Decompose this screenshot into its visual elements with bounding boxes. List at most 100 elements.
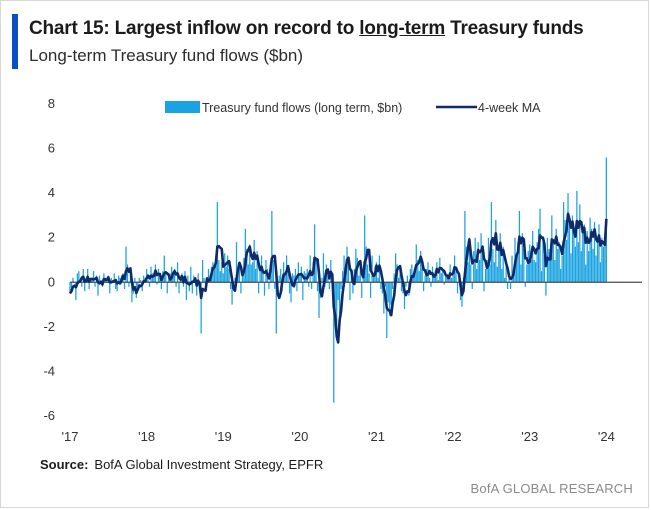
flow-bar [367,264,369,283]
flow-bar [297,262,300,283]
flow-bar [384,282,386,287]
flow-bar [252,262,254,283]
flow-bar [188,282,190,292]
flow-bar [440,273,442,283]
flow-bar [455,266,457,283]
x-tick-label: '21 [368,429,385,444]
flow-bar [557,248,559,283]
flow-bar [377,277,379,283]
flow-bar [368,273,370,283]
flow-bar [218,260,220,283]
flow-bar [311,282,313,289]
flow-bar [530,260,532,283]
flow-bar [215,257,217,283]
source-note: Source: BofA Global Investment Strategy, … [40,457,323,472]
flow-bar [560,268,562,283]
flow-bar [533,260,535,283]
flow-bar [88,282,90,289]
flow-bar [308,282,310,287]
flow-bar [420,251,422,283]
flow-bar [536,242,538,283]
flow-bar [520,264,522,283]
flow-bar [521,233,523,283]
flow-bar [119,277,121,283]
flow-bar [341,271,344,283]
flow-bar [486,260,488,283]
flow-bar [502,246,504,283]
flow-bar [358,275,360,283]
flow-bar [489,264,491,283]
flow-bar [515,255,518,283]
flow-bar [153,277,155,283]
legend-ma-label: 4-week MA [478,101,541,115]
flow-bar [159,277,161,283]
flow-bar [552,242,554,283]
flow-bar [322,253,325,283]
flow-bar [235,242,238,283]
flow-bar [452,271,454,283]
flow-bar [187,275,189,283]
flow-bar [601,237,603,283]
flow-bar [316,282,319,292]
flow-bar [476,268,478,283]
flow-bar [582,231,584,283]
flow-bar [537,228,540,283]
flow-bar [359,262,361,283]
flow-bar [527,251,529,283]
flow-bar [549,255,551,283]
flow-bar [602,246,605,283]
flow-bar [327,273,329,283]
flow-bar [339,282,341,314]
flow-bar [84,282,86,292]
x-tick-label: '18 [138,429,155,444]
flow-bar [278,275,280,283]
flow-bar [524,282,526,287]
flow-bar [81,282,83,287]
flow-bar [336,282,338,341]
flow-bars [69,157,607,403]
flow-bar [302,282,304,301]
flow-bar [364,215,366,283]
source-label: Source: [40,457,89,472]
flow-bar [456,282,459,294]
flow-bar [97,282,99,296]
flow-bar [175,282,177,287]
flow-bar [484,268,487,283]
flow-bar [542,242,544,283]
x-tick-label: '20 [291,429,308,444]
flow-bar [165,273,167,283]
flow-bar [225,266,227,283]
flow-bar [403,282,406,310]
flow-bar [343,255,345,283]
title-suffix: Treasury funds [445,18,584,39]
flow-bar [565,239,568,283]
flow-bar [318,282,320,318]
flow-bar [75,282,77,301]
flow-bar [409,268,411,283]
flow-bar [352,282,354,294]
flow-bar [249,244,251,283]
flow-bar [564,219,566,283]
flow-bar [446,275,448,283]
flow-bar [365,246,367,283]
flow-bar [399,268,401,283]
y-tick-label: 6 [48,141,55,156]
flow-bar [274,282,276,289]
brand-label: BofA GLOBAL RESEARCH [470,481,633,496]
flow-bar [437,280,439,283]
flow-bar [478,260,481,283]
flow-bar [333,282,335,403]
flow-bar [123,282,126,289]
legend: Treasury fund flows (long term, $bn) 4-w… [165,101,541,115]
flow-bar [433,275,435,283]
x-tick-label: '22 [445,429,462,444]
flow-bar [118,275,120,283]
flow-bar [383,282,385,314]
flow-bar [296,282,298,292]
flow-bar [293,275,295,283]
flow-bar [448,280,450,283]
title-prefix: Chart 15: Largest inflow on record to [29,18,360,39]
flow-bar [178,282,180,294]
flow-bar [576,190,578,283]
flow-bar [595,255,597,283]
